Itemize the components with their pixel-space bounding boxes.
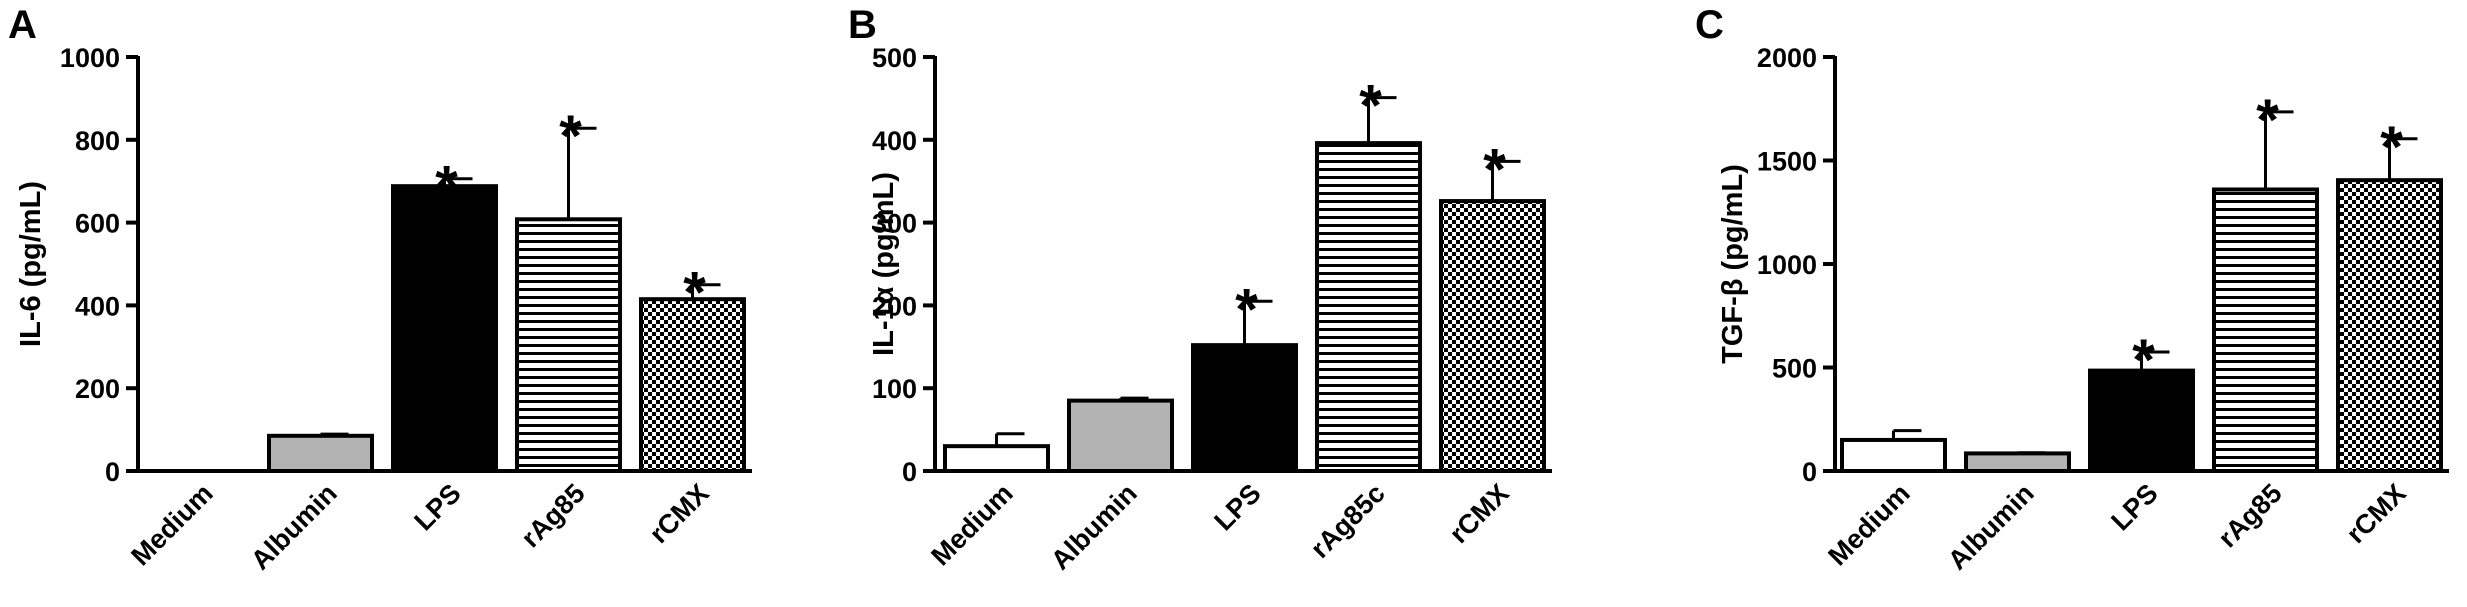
significance-marker: * bbox=[1235, 277, 1258, 342]
category-label: Medium bbox=[125, 478, 218, 571]
significance-marker: * bbox=[2380, 115, 2403, 180]
chart-panel-c: C TGF-β (pg/mL) 0 500 1000 1500 2000 Medium Albu… bbox=[1695, 3, 2449, 576]
significance-marker: * bbox=[1359, 74, 1382, 139]
category-label: LPS bbox=[2105, 478, 2163, 536]
category-label: Albumin bbox=[1045, 478, 1143, 576]
y-tick-label: 1500 bbox=[1757, 147, 1817, 177]
category-label: LPS bbox=[1208, 478, 1266, 536]
significance-marker: * bbox=[2256, 88, 2279, 153]
significance-marker: * bbox=[559, 104, 582, 169]
y-tick-label: 1000 bbox=[1757, 250, 1817, 280]
bar bbox=[1315, 141, 1422, 473]
category-label: rCMX bbox=[2341, 478, 2412, 549]
y-tick-label: 400 bbox=[75, 291, 120, 321]
y-tick-label: 300 bbox=[872, 209, 917, 239]
category-label: rAg85 bbox=[515, 478, 590, 553]
y-axis-title: IL-6 (pg/mL) bbox=[15, 181, 47, 347]
bar bbox=[2212, 187, 2319, 473]
category-label: Albumin bbox=[245, 478, 343, 576]
panel-label: A bbox=[8, 3, 37, 47]
y-tick-label: 200 bbox=[872, 291, 917, 321]
y-tick-label: 0 bbox=[1802, 457, 1817, 487]
category-label: rAg85c bbox=[1305, 478, 1391, 564]
y-tick-label: 0 bbox=[902, 457, 917, 487]
bar bbox=[2088, 368, 2195, 474]
bar bbox=[1439, 199, 1546, 474]
y-axis-title: IL-1α (pg/mL) bbox=[868, 172, 900, 356]
bar bbox=[515, 217, 622, 473]
y-tick-label: 400 bbox=[872, 126, 917, 156]
significance-marker: * bbox=[1483, 137, 1506, 202]
bar bbox=[1067, 398, 1174, 473]
significance-marker: * bbox=[683, 261, 706, 326]
chart-panel-a: A IL-6 (pg/mL) 0 200 400 600 800 1000 Medium Albu… bbox=[8, 3, 752, 576]
category-label: LPS bbox=[408, 478, 466, 536]
category-label: rAg85 bbox=[2212, 478, 2287, 553]
category-label: rCMX bbox=[1444, 478, 1515, 549]
y-tick-label: 1000 bbox=[60, 43, 120, 73]
bar bbox=[267, 433, 374, 473]
y-tick-label: 800 bbox=[75, 126, 120, 156]
bar bbox=[943, 444, 1050, 474]
category-label: Medium bbox=[925, 478, 1018, 571]
y-tick-label: 200 bbox=[75, 374, 120, 404]
panel-label: B bbox=[848, 3, 877, 47]
bar bbox=[639, 297, 746, 473]
significance-marker: * bbox=[435, 155, 458, 220]
bar bbox=[2336, 178, 2443, 473]
y-tick-label: 600 bbox=[75, 209, 120, 239]
bar bbox=[391, 184, 498, 473]
category-label: rCMX bbox=[644, 478, 715, 549]
y-tick-label: 0 bbox=[105, 457, 120, 487]
bar bbox=[1191, 343, 1298, 474]
bar bbox=[1840, 437, 1947, 474]
panel-label: C bbox=[1695, 3, 1724, 47]
y-tick-label: 500 bbox=[872, 43, 917, 73]
category-label: Medium bbox=[1822, 478, 1915, 571]
y-tick-label: 100 bbox=[872, 374, 917, 404]
category-label: Albumin bbox=[1942, 478, 2040, 576]
y-axis-title: TGF-β (pg/mL) bbox=[1717, 164, 1749, 364]
significance-marker: * bbox=[2132, 328, 2155, 393]
bar bbox=[1964, 451, 2071, 473]
y-tick-label: 500 bbox=[1772, 354, 1817, 384]
chart-panel-b: B IL-1α (pg/mL) 0 100 200 300 400 500 Medium Albu… bbox=[848, 3, 1552, 576]
y-tick-label: 2000 bbox=[1757, 43, 1817, 73]
